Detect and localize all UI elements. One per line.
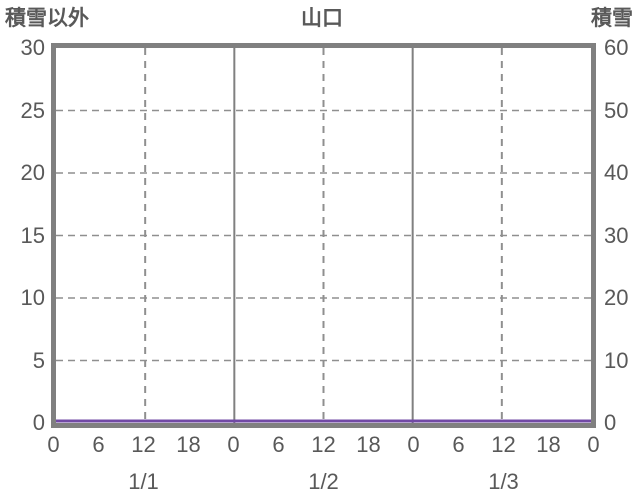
- y-right-tick-label: 50: [604, 97, 629, 123]
- x-hour-tick-label: 12: [311, 432, 336, 457]
- x-hour-tick-label: 0: [587, 432, 600, 457]
- x-hour-tick-label: 12: [491, 432, 516, 457]
- y-left-tick-label: 15: [20, 222, 45, 248]
- x-date-label: 1/2: [308, 469, 339, 494]
- y-left-tick-label: 30: [20, 35, 45, 60]
- x-hour-tick-label: 6: [452, 432, 465, 457]
- y-right-tick-label: 40: [604, 160, 629, 185]
- plot-area-border: [51, 43, 596, 428]
- x-hour-tick-label: 0: [47, 432, 60, 457]
- y-left-tick-label: 5: [32, 347, 45, 373]
- x-hour-tick-label: 18: [176, 432, 201, 457]
- x-date-label: 1/1: [128, 469, 159, 494]
- x-hour-tick-label: 6: [272, 432, 285, 457]
- y-right-tick-label: 10: [604, 347, 629, 373]
- x-hour-tick-label: 0: [407, 432, 420, 457]
- left-axis-title: 積雪以外: [5, 7, 89, 30]
- y-left-tick-label: 20: [20, 160, 45, 185]
- y-left-tick-label: 10: [20, 285, 45, 310]
- x-hour-tick-label: 18: [356, 432, 381, 457]
- right-axis-title: 積雪: [591, 7, 633, 30]
- y-left-tick-label: 0: [32, 410, 45, 435]
- x-date-label: 1/3: [488, 469, 519, 494]
- x-hour-tick-label: 18: [536, 432, 561, 457]
- y-right-tick-label: 20: [604, 285, 629, 310]
- x-hour-tick-label: 0: [227, 432, 240, 457]
- y-left-tick-label: 25: [20, 97, 45, 123]
- y-right-tick-label: 0: [604, 410, 617, 435]
- plot-grid: [56, 48, 591, 423]
- x-hour-tick-label: 12: [131, 432, 156, 457]
- chart-title: 山口: [301, 7, 343, 30]
- y-right-tick-label: 30: [604, 222, 629, 248]
- y-right-tick-label: 60: [604, 35, 629, 60]
- x-hour-tick-label: 6: [92, 432, 105, 457]
